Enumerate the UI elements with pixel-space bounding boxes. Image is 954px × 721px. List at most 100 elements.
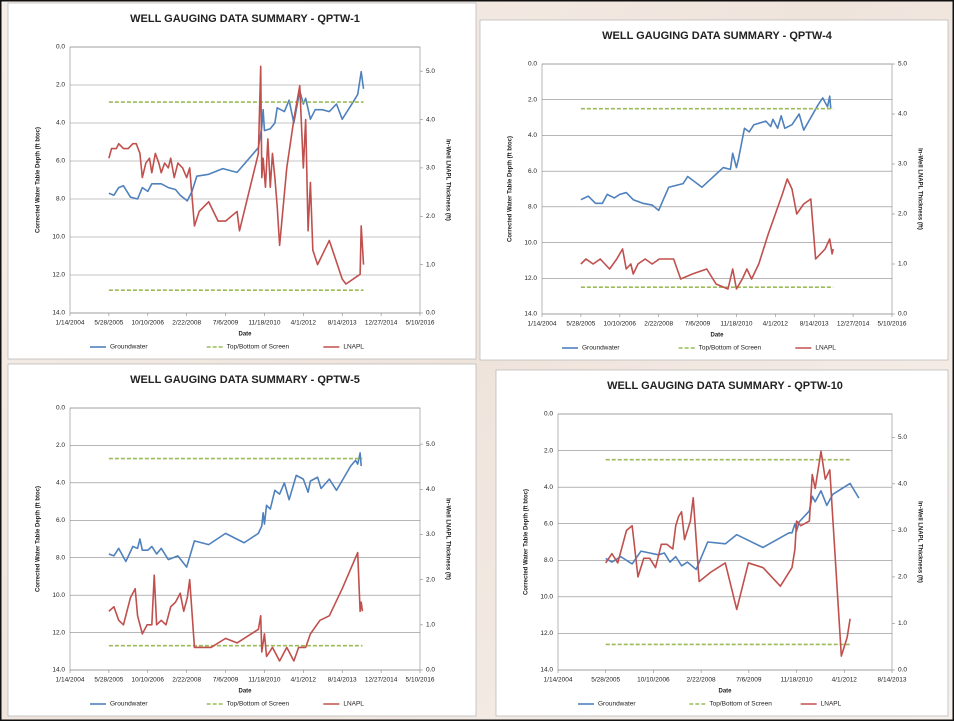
series-line — [605, 482, 860, 571]
x-tick-label: 2/22/2008 — [172, 320, 201, 327]
chart-panel: WELL GAUGING DATA SUMMARY - QPTW-5 0.0 2.0… — [7, 363, 477, 717]
chart-title: WELL GAUGING DATA SUMMARY - QPTW-10 — [607, 380, 843, 392]
x-tick-label: 8/14/2013 — [878, 677, 907, 684]
y-tick-label: 6.0 — [56, 158, 65, 165]
series-line — [108, 65, 365, 285]
x-axis-title: Date — [710, 333, 724, 339]
legend-label: LNAPL — [343, 701, 364, 708]
y-tick-label: 14.0 — [524, 311, 537, 318]
plot-frame — [69, 46, 421, 314]
x-tick-label: 12/27/2014 — [837, 321, 870, 328]
y2-axis-title: In-Well LNAPL Thickness (ft) — [444, 139, 450, 221]
x-tick-label: 10/10/2006 — [604, 321, 637, 328]
x-tick-label: 7/6/2009 — [213, 320, 239, 327]
x-tick-label: 7/6/2009 — [736, 677, 762, 684]
x-tick-label: 1/14/2004 — [544, 677, 573, 684]
y-tick-label: 4.0 — [544, 484, 553, 491]
legend-label: Groundwater — [110, 344, 148, 351]
x-tick-label: 11/18/2010 — [248, 320, 280, 327]
x-axis-title: Date — [238, 332, 252, 338]
series-line — [108, 452, 362, 568]
y2-axis-title: In-Well LNAPL Thickness (ft) — [916, 501, 922, 583]
plot-frame — [557, 413, 893, 671]
panel-bg — [7, 363, 477, 717]
y2-tick-label: 3.0 — [898, 527, 907, 534]
y2-tick-label: 2.0 — [898, 211, 907, 218]
series-line — [580, 178, 834, 290]
x-tick-label: 11/18/2010 — [248, 677, 280, 684]
y-tick-label: 0.0 — [528, 61, 537, 68]
y-tick-label: 10.0 — [524, 239, 537, 246]
y2-tick-label: 0.0 — [426, 667, 435, 674]
chart-panel: WELL GAUGING DATA SUMMARY - QPTW-4 0.0 2.0… — [479, 19, 949, 361]
panel-bg — [479, 19, 949, 361]
x-tick-label: 5/10/2016 — [406, 320, 435, 327]
x-tick-label: 5/10/2016 — [878, 321, 907, 328]
chart-panel: WELL GAUGING DATA SUMMARY - QPTW-10 0.0 2.… — [495, 369, 949, 717]
y-tick-label: 12.0 — [524, 275, 537, 282]
y-tick-label: 12.0 — [540, 630, 553, 637]
y2-axis-title: In-Well LNAPL Thickness (ft) — [444, 498, 450, 580]
y2-tick-label: 3.0 — [426, 531, 435, 538]
plot-frame — [541, 63, 893, 315]
x-tick-label: 7/6/2009 — [213, 677, 239, 684]
x-tick-label: 4/1/2012 — [291, 320, 317, 327]
chart-title: WELL GAUGING DATA SUMMARY - QPTW-4 — [602, 30, 833, 42]
legend-label: Groundwater — [598, 701, 636, 708]
legend-label: Top/Bottom of Screen — [227, 701, 290, 708]
y-tick-label: 12.0 — [52, 272, 65, 279]
y2-tick-label: 0.0 — [898, 667, 907, 674]
legend-label: LNAPL — [815, 345, 836, 352]
y-tick-label: 2.0 — [544, 447, 553, 454]
y-tick-label: 8.0 — [544, 557, 553, 564]
x-tick-label: 12/27/2014 — [365, 677, 398, 684]
y2-axis-title: In-Well LNAPL Thickness (ft) — [916, 148, 922, 230]
y-axis-title: Corrected Water Table Depth (ft btoc) — [36, 486, 42, 592]
x-tick-label: 2/22/2008 — [644, 321, 673, 328]
x-tick-label: 10/10/2006 — [132, 677, 165, 684]
y-tick-label: 10.0 — [52, 234, 65, 241]
y-tick-label: 4.0 — [528, 132, 537, 139]
y-tick-label: 4.0 — [56, 480, 65, 487]
y-tick-label: 0.0 — [56, 405, 65, 412]
y2-tick-label: 2.0 — [426, 576, 435, 583]
x-tick-label: 2/22/2008 — [687, 677, 716, 684]
y2-tick-label: 1.0 — [426, 261, 435, 268]
y-tick-label: 8.0 — [528, 204, 537, 211]
legend-label: Top/Bottom of Screen — [709, 701, 772, 708]
panel-bg — [7, 2, 477, 360]
plot-frame — [69, 407, 421, 671]
x-tick-label: 8/14/2013 — [328, 677, 357, 684]
x-tick-label: 1/14/2004 — [56, 320, 85, 327]
x-tick-label: 4/1/2012 — [832, 677, 858, 684]
legend-label: LNAPL — [343, 344, 364, 351]
y2-tick-label: 4.0 — [426, 486, 435, 493]
x-tick-label: 5/10/2016 — [406, 677, 435, 684]
series-line — [580, 95, 832, 212]
x-tick-label: 8/14/2013 — [328, 320, 357, 327]
chart-title: WELL GAUGING DATA SUMMARY - QPTW-5 — [130, 374, 360, 386]
y2-tick-label: 0.0 — [426, 310, 435, 317]
x-tick-label: 5/28/2005 — [94, 320, 123, 327]
x-tick-label: 12/27/2014 — [365, 320, 398, 327]
x-tick-label: 4/1/2012 — [763, 321, 789, 328]
y2-tick-label: 1.0 — [898, 620, 907, 627]
y-tick-label: 0.0 — [544, 411, 553, 418]
y-tick-label: 2.0 — [528, 96, 537, 103]
y2-tick-label: 4.0 — [426, 116, 435, 123]
x-tick-label: 11/18/2010 — [781, 677, 813, 684]
chart-title: WELL GAUGING DATA SUMMARY - QPTW-1 — [130, 13, 360, 25]
x-tick-label: 7/6/2009 — [685, 321, 711, 328]
x-axis-title: Date — [238, 689, 252, 695]
y-axis-title: Corrected Water Table Depth (ft btoc) — [524, 489, 530, 595]
x-tick-label: 1/14/2004 — [56, 677, 85, 684]
y-tick-label: 2.0 — [56, 442, 65, 449]
y2-tick-label: 1.0 — [898, 261, 907, 268]
x-tick-label: 5/28/2005 — [94, 677, 123, 684]
y-tick-label: 0.0 — [56, 44, 65, 51]
legend-label: Top/Bottom of Screen — [699, 345, 762, 352]
legend-label: Top/Bottom of Screen — [227, 344, 290, 351]
x-tick-label: 5/28/2005 — [591, 677, 620, 684]
y-tick-label: 2.0 — [56, 82, 65, 89]
